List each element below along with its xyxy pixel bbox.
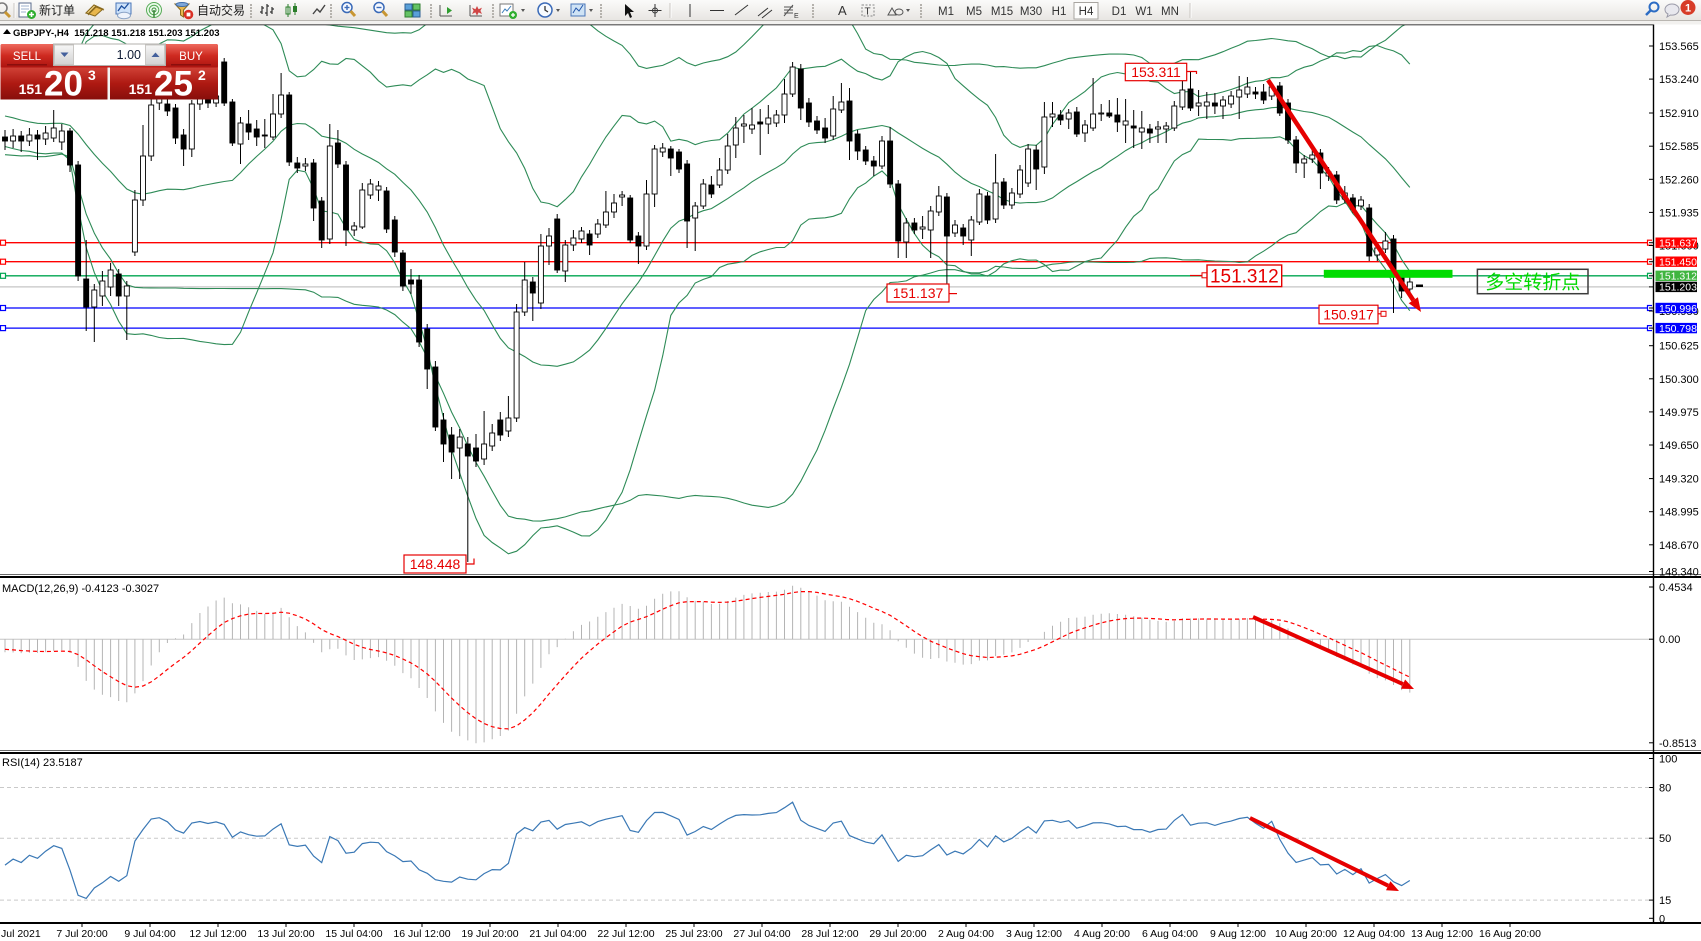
svg-text:153.311: 153.311: [1131, 64, 1181, 80]
svg-text:-0.8513: -0.8513: [1659, 738, 1696, 750]
svg-text:149.320: 149.320: [1659, 474, 1699, 486]
svg-text:GBPJPY-,H4 151.218 151.218 15: GBPJPY-,H4 151.218 151.218 151.203 151.2…: [13, 28, 220, 39]
svg-text:SELL: SELL: [13, 51, 42, 63]
svg-text:6 Aug 04:00: 6 Aug 04:00: [1142, 928, 1198, 940]
svg-text:多空转折点: 多空转折点: [1485, 271, 1580, 293]
svg-text:M1: M1: [938, 6, 954, 18]
svg-text:13 Aug 12:00: 13 Aug 12:00: [1411, 928, 1473, 940]
svg-text:H1: H1: [1052, 6, 1067, 18]
svg-text:1.00: 1.00: [117, 48, 141, 62]
svg-text:M5: M5: [966, 6, 982, 18]
svg-text:MN: MN: [1161, 6, 1179, 18]
svg-text:15 Jul 04:00: 15 Jul 04:00: [325, 928, 382, 940]
svg-text:151.450: 151.450: [1659, 257, 1697, 269]
svg-text:148.448: 148.448: [410, 556, 461, 572]
svg-text:4 Aug 20:00: 4 Aug 20:00: [1074, 928, 1130, 940]
svg-text:D1: D1: [1112, 6, 1127, 18]
svg-text:0.00: 0.00: [1659, 634, 1680, 646]
svg-text:153.240: 153.240: [1659, 74, 1699, 86]
svg-text:0: 0: [1659, 913, 1665, 925]
svg-text:151.137: 151.137: [893, 285, 944, 301]
svg-text:151.312: 151.312: [1210, 267, 1279, 288]
svg-text:150.917: 150.917: [1323, 307, 1374, 323]
svg-text:M15: M15: [991, 6, 1013, 18]
svg-text:9 Jul 04:00: 9 Jul 04:00: [124, 928, 176, 940]
svg-text:150.996: 150.996: [1659, 303, 1697, 315]
svg-text:150.300: 150.300: [1659, 374, 1699, 386]
svg-text:13 Jul 20:00: 13 Jul 20:00: [257, 928, 314, 940]
svg-text:149.975: 149.975: [1659, 407, 1699, 419]
svg-text:2: 2: [198, 67, 206, 83]
svg-text:2 Aug 04:00: 2 Aug 04:00: [938, 928, 994, 940]
svg-text:12 Aug 04:00: 12 Aug 04:00: [1343, 928, 1405, 940]
svg-text:20: 20: [44, 65, 83, 104]
svg-text:151: 151: [19, 81, 43, 97]
svg-text:7 Jul 20:00: 7 Jul 20:00: [56, 928, 108, 940]
svg-text:50: 50: [1659, 833, 1671, 845]
svg-text:16 Jul 12:00: 16 Jul 12:00: [393, 928, 450, 940]
svg-text:27 Jul 04:00: 27 Jul 04:00: [733, 928, 790, 940]
svg-text:151.312: 151.312: [1659, 271, 1697, 283]
svg-text:0.4534: 0.4534: [1659, 582, 1693, 594]
svg-text:A: A: [838, 3, 847, 18]
svg-text:151.935: 151.935: [1659, 207, 1699, 219]
svg-text:80: 80: [1659, 783, 1671, 795]
svg-text:152.260: 152.260: [1659, 174, 1699, 186]
svg-text:9 Aug 12:00: 9 Aug 12:00: [1210, 928, 1266, 940]
svg-text:100: 100: [1659, 754, 1677, 766]
svg-text:12 Jul 12:00: 12 Jul 12:00: [189, 928, 246, 940]
svg-text:新订单: 新订单: [39, 3, 75, 18]
svg-text:RSI(14) 23.5187: RSI(14) 23.5187: [2, 757, 83, 769]
svg-text:151.637: 151.637: [1659, 238, 1697, 250]
svg-text:150.798: 150.798: [1659, 323, 1697, 335]
svg-text:10 Aug 20:00: 10 Aug 20:00: [1275, 928, 1337, 940]
svg-text:29 Jul 20:00: 29 Jul 20:00: [869, 928, 926, 940]
svg-text:19 Jul 20:00: 19 Jul 20:00: [461, 928, 518, 940]
svg-text:152.910: 152.910: [1659, 108, 1699, 120]
svg-text:3: 3: [88, 67, 96, 83]
svg-text:22 Jul 12:00: 22 Jul 12:00: [597, 928, 654, 940]
svg-text:W1: W1: [1135, 6, 1152, 18]
svg-text:16 Aug 20:00: 16 Aug 20:00: [1479, 928, 1541, 940]
svg-text:148.995: 148.995: [1659, 507, 1699, 519]
svg-text:21 Jul 04:00: 21 Jul 04:00: [529, 928, 586, 940]
svg-text:148.670: 148.670: [1659, 540, 1699, 552]
svg-text:150.625: 150.625: [1659, 341, 1699, 353]
svg-text:25: 25: [154, 65, 193, 104]
svg-text:MACD(12,26,9) -0.4123 -0.3027: MACD(12,26,9) -0.4123 -0.3027: [2, 583, 159, 595]
svg-text:Jul 2021: Jul 2021: [1, 928, 41, 940]
svg-text:149.650: 149.650: [1659, 440, 1699, 452]
svg-text:151: 151: [129, 81, 153, 97]
svg-text:T: T: [865, 7, 871, 18]
svg-text:151.203: 151.203: [1659, 282, 1697, 294]
svg-text:28 Jul 12:00: 28 Jul 12:00: [801, 928, 858, 940]
svg-text:E: E: [794, 13, 799, 20]
svg-text:152.585: 152.585: [1659, 141, 1699, 153]
svg-text:M30: M30: [1020, 6, 1042, 18]
svg-text:15: 15: [1659, 895, 1671, 907]
svg-text:25 Jul 23:00: 25 Jul 23:00: [665, 928, 722, 940]
svg-text:BUY: BUY: [179, 51, 203, 63]
svg-text:3 Aug 12:00: 3 Aug 12:00: [1006, 928, 1062, 940]
svg-text:148.340: 148.340: [1659, 567, 1699, 579]
svg-text:自动交易: 自动交易: [197, 3, 245, 18]
svg-text:1: 1: [1685, 3, 1691, 15]
svg-text:H4: H4: [1079, 6, 1094, 18]
svg-text:153.565: 153.565: [1659, 41, 1699, 53]
